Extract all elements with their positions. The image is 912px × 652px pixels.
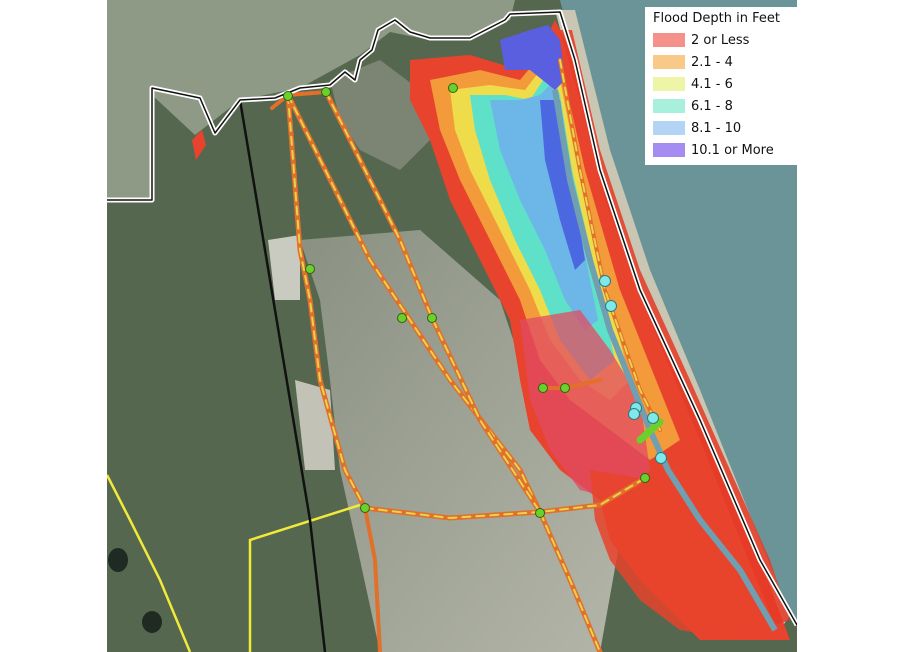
lake [108,548,128,572]
legend-label: 4.1 - 6 [691,76,733,92]
legend-label: 6.1 - 8 [691,98,733,114]
green-marker[interactable] [283,91,293,101]
cyan-marker[interactable] [655,452,667,464]
green-marker[interactable] [427,313,437,323]
green-marker[interactable] [535,508,545,518]
outside-area-land [107,0,515,200]
green-marker[interactable] [360,503,370,513]
flood-zone-lightblue [490,80,598,330]
legend-item: 6.1 - 8 [651,95,791,117]
flood-zone-south-red [590,470,760,640]
legend-swatch [653,143,685,157]
cyan-marker[interactable] [605,300,617,312]
legend-item: 10.1 or More [651,139,791,161]
legend-label: 8.1 - 10 [691,120,742,136]
flood-coastal-red [560,30,790,625]
map-legend: Flood Depth in Feet 2 or Less 2.1 - 4 4.… [645,7,797,165]
cyan-marker[interactable] [647,412,659,424]
legend-item: 8.1 - 10 [651,117,791,139]
green-marker[interactable] [305,264,315,274]
legend-label: 2.1 - 4 [691,54,733,70]
urban-area-central [300,230,620,652]
county-line [107,474,361,652]
legend-swatch [653,33,685,47]
flood-zone-purple [500,25,565,90]
green-markers [283,83,664,518]
study-area-boundary-outline [107,11,797,626]
green-marker[interactable] [397,313,407,323]
legend-swatch [653,99,685,113]
green-marker[interactable] [538,383,548,393]
green-marker[interactable] [640,473,650,483]
legend-item: 4.1 - 6 [651,73,791,95]
flood-spot-west [192,130,206,160]
flood-zone-neighborhood [520,310,650,500]
legend-swatch [653,55,685,69]
green-marker[interactable] [321,87,331,97]
legend-item: 2 or Less [651,29,791,51]
legend-swatch [653,77,685,91]
green-marker-segment[interactable] [636,418,664,444]
legend-label: 2 or Less [691,32,750,48]
cyan-marker[interactable] [599,275,611,287]
cyan-markers [599,275,667,464]
legend-swatch [653,121,685,135]
lake [142,611,162,633]
urban-area-north [330,60,430,170]
legend-title: Flood Depth in Feet [653,11,780,26]
urban-area-west [268,235,300,300]
railroad-line [238,99,327,652]
flood-zone-purple-2 [540,100,585,270]
legend-item: 2.1 - 4 [651,51,791,73]
green-marker[interactable] [448,83,458,93]
cyan-marker[interactable] [628,408,640,420]
green-marker[interactable] [560,383,570,393]
legend-label: 10.1 or More [691,142,774,158]
